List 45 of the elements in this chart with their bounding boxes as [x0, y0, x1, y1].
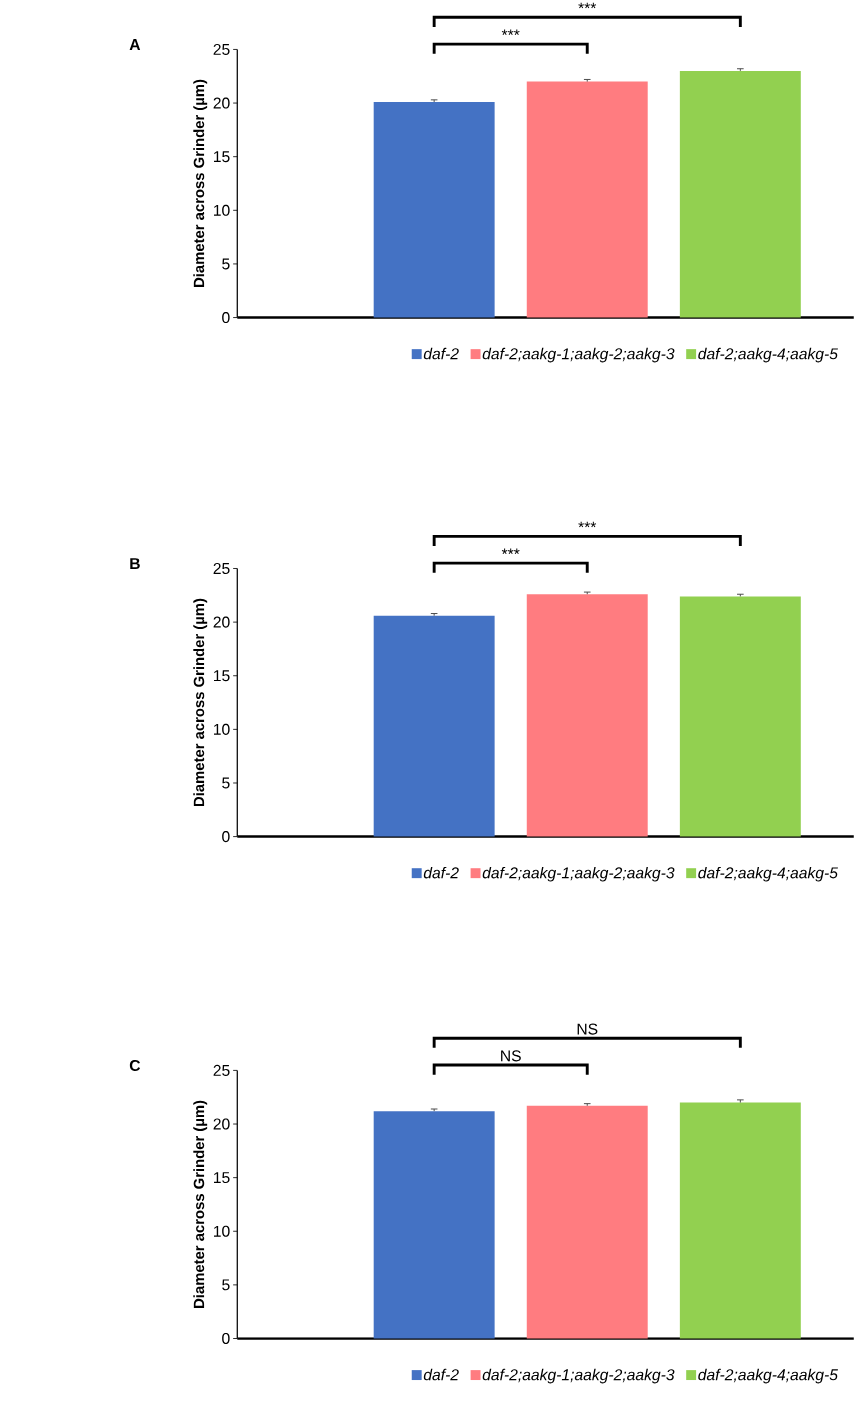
- y-tick-label: 0: [222, 1332, 230, 1345]
- legend-label: daf-2;aakg-4;aakg-5: [698, 347, 838, 363]
- bar: [526, 594, 648, 837]
- bar: [373, 615, 495, 837]
- text: ***: [501, 548, 520, 555]
- text: NS: [577, 1023, 598, 1035]
- y-tick-label: 0: [222, 312, 230, 324]
- bar: [526, 81, 648, 318]
- bar: [373, 101, 495, 318]
- y-tick-label: 0: [222, 831, 230, 843]
- legend-label: daf-2;aakg-4;aakg-5: [698, 1368, 838, 1384]
- legend-label: daf-2;aakg-1;aakg-2;aakg-3: [482, 1368, 675, 1384]
- y-tick-label: 25: [213, 562, 230, 575]
- legend-label: daf-2: [423, 1368, 459, 1381]
- legend-label: daf-2;aakg-1;aakg-2;aakg-3: [482, 866, 675, 882]
- y-tick-label: 20: [213, 97, 230, 109]
- bar: [679, 596, 801, 837]
- y-axis-title: Diameter across Grinder (µm): [193, 1100, 208, 1308]
- bar: [679, 70, 801, 318]
- text: ***: [578, 2, 597, 9]
- legend-label: daf-2;aakg-4;aakg-5: [698, 866, 838, 882]
- y-tick-label: 5: [222, 1279, 230, 1291]
- y-axis-title: Diameter across Grinder (µm): [193, 79, 208, 287]
- y-tick-label: 20: [213, 1118, 230, 1130]
- y-tick-label: 5: [222, 258, 230, 270]
- y-tick-label: 10: [214, 204, 230, 216]
- y-tick-label: 10: [214, 723, 230, 735]
- legend-label: daf-2;aakg-1;aakg-2;aakg-3: [482, 347, 675, 363]
- chart-title: B: [130, 558, 140, 569]
- y-tick-label: 25: [213, 1064, 230, 1076]
- y-tick-label: 15: [214, 151, 230, 163]
- text: ***: [578, 521, 597, 528]
- chart-title: A: [129, 39, 141, 50]
- text: NS: [501, 1050, 521, 1062]
- y-tick-label: 15: [214, 1172, 230, 1184]
- y-tick-label: 10: [214, 1225, 230, 1237]
- y-tick-label: 20: [213, 616, 230, 628]
- chart-title: C: [129, 1059, 141, 1071]
- y-axis-title: Diameter across Grinder (µm): [193, 598, 208, 807]
- legend-label: daf-2: [423, 347, 459, 360]
- y-tick-label: 25: [213, 43, 230, 55]
- text: ***: [501, 29, 520, 36]
- y-tick-label: 15: [214, 670, 230, 682]
- legend-label: daf-2: [423, 866, 459, 879]
- y-tick-label: 5: [222, 777, 230, 789]
